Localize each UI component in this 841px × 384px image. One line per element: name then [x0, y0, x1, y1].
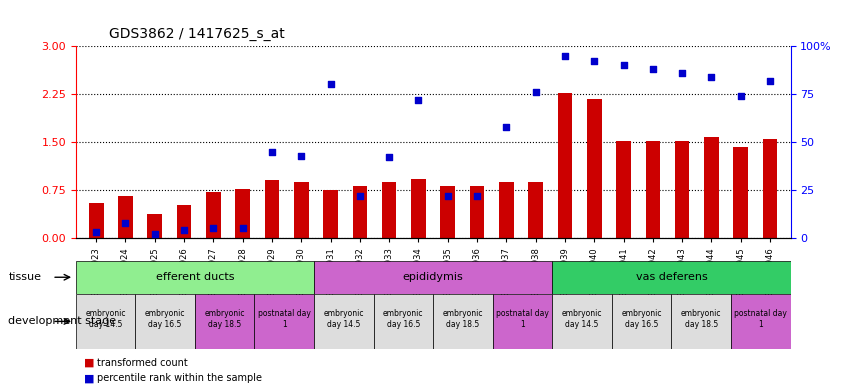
Text: epididymis: epididymis: [403, 272, 463, 283]
Text: embryonic
day 14.5: embryonic day 14.5: [324, 309, 364, 329]
Text: embryonic
day 16.5: embryonic day 16.5: [383, 309, 424, 329]
Text: development stage: development stage: [8, 316, 117, 326]
Text: transformed count: transformed count: [97, 358, 188, 368]
Point: [616, 62, 630, 68]
Point: [734, 93, 748, 99]
Point: [529, 89, 542, 95]
Bar: [235, 189, 250, 238]
Text: postnatal day
1: postnatal day 1: [734, 309, 787, 329]
Point: [646, 66, 659, 72]
FancyBboxPatch shape: [76, 261, 314, 294]
Bar: [470, 185, 484, 238]
Text: embryonic
day 18.5: embryonic day 18.5: [204, 309, 245, 329]
Bar: [411, 179, 426, 238]
Bar: [177, 205, 192, 238]
Bar: [587, 99, 601, 238]
Text: percentile rank within the sample: percentile rank within the sample: [97, 373, 262, 383]
Bar: [294, 182, 309, 238]
Text: embryonic
day 14.5: embryonic day 14.5: [85, 309, 125, 329]
Bar: [646, 141, 660, 238]
Text: tissue: tissue: [8, 272, 41, 282]
Point: [177, 227, 191, 233]
FancyBboxPatch shape: [553, 261, 791, 294]
Bar: [616, 141, 631, 238]
Bar: [674, 141, 690, 238]
Bar: [265, 180, 279, 238]
Text: postnatal day
1: postnatal day 1: [496, 309, 549, 329]
Text: embryonic
day 16.5: embryonic day 16.5: [621, 309, 662, 329]
Text: GDS3862 / 1417625_s_at: GDS3862 / 1417625_s_at: [109, 27, 285, 41]
Text: embryonic
day 18.5: embryonic day 18.5: [681, 309, 722, 329]
FancyBboxPatch shape: [611, 294, 671, 349]
Point: [588, 58, 601, 65]
FancyBboxPatch shape: [314, 294, 373, 349]
FancyBboxPatch shape: [135, 294, 195, 349]
Point: [324, 81, 337, 88]
Text: efferent ducts: efferent ducts: [156, 272, 234, 283]
Text: ■: ■: [84, 358, 94, 368]
Text: embryonic
day 18.5: embryonic day 18.5: [442, 309, 483, 329]
Point: [558, 53, 572, 59]
Bar: [89, 203, 103, 238]
Point: [236, 225, 250, 232]
Point: [764, 78, 777, 84]
Bar: [441, 185, 455, 238]
Point: [294, 152, 308, 159]
FancyBboxPatch shape: [493, 294, 553, 349]
Bar: [704, 137, 719, 238]
Point: [119, 220, 132, 226]
Text: embryonic
day 16.5: embryonic day 16.5: [145, 309, 185, 329]
FancyBboxPatch shape: [314, 261, 553, 294]
Point: [500, 124, 513, 130]
Bar: [119, 197, 133, 238]
Bar: [558, 93, 572, 238]
Bar: [382, 182, 396, 238]
Point: [383, 154, 396, 161]
Bar: [499, 182, 514, 238]
Point: [148, 231, 161, 237]
Point: [89, 229, 103, 235]
Point: [675, 70, 689, 76]
Text: embryonic
day 14.5: embryonic day 14.5: [562, 309, 602, 329]
Bar: [528, 182, 543, 238]
Point: [412, 97, 426, 103]
FancyBboxPatch shape: [254, 294, 314, 349]
Point: [470, 193, 484, 199]
FancyBboxPatch shape: [373, 294, 433, 349]
Bar: [323, 190, 338, 238]
Text: ■: ■: [84, 373, 94, 383]
Text: vas deferens: vas deferens: [636, 272, 707, 283]
Point: [353, 193, 367, 199]
Text: postnatal day
1: postnatal day 1: [257, 309, 310, 329]
Point: [705, 74, 718, 80]
Bar: [763, 139, 777, 238]
Point: [207, 225, 220, 232]
Point: [265, 149, 278, 155]
FancyBboxPatch shape: [76, 294, 135, 349]
Point: [441, 193, 454, 199]
FancyBboxPatch shape: [671, 294, 731, 349]
Bar: [206, 192, 220, 238]
FancyBboxPatch shape: [433, 294, 493, 349]
Bar: [352, 185, 368, 238]
FancyBboxPatch shape: [731, 294, 791, 349]
FancyBboxPatch shape: [553, 294, 611, 349]
Bar: [147, 214, 162, 238]
Bar: [733, 147, 748, 238]
FancyBboxPatch shape: [195, 294, 254, 349]
